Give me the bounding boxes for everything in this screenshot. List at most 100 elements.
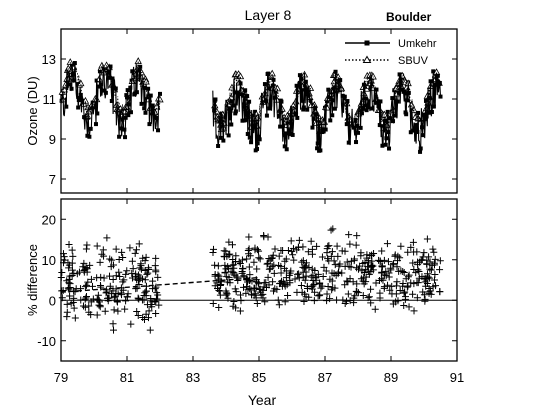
umkehr-point [229, 99, 234, 104]
difference-point [152, 254, 160, 262]
difference-point [338, 269, 346, 277]
difference-point [323, 290, 331, 298]
difference-point [269, 251, 277, 259]
difference-point [60, 253, 68, 261]
difference-point [314, 292, 322, 300]
difference-point [106, 255, 114, 263]
difference-point [400, 301, 408, 309]
difference-point [312, 274, 320, 282]
sbuv-line-1 [212, 71, 441, 133]
umkehr-point [323, 127, 328, 132]
difference-point [232, 288, 240, 296]
difference-point [118, 291, 126, 299]
difference-point [82, 292, 90, 300]
difference-point [284, 246, 292, 254]
difference-point [324, 282, 332, 290]
difference-point [276, 280, 284, 288]
ozone-series-layer [58, 57, 443, 154]
difference-point [142, 292, 150, 300]
difference-point [318, 253, 326, 261]
difference-point [410, 280, 418, 288]
x-tick-label: 89 [384, 370, 398, 385]
difference-point [260, 233, 268, 241]
difference-point [273, 285, 281, 293]
difference-point [65, 279, 73, 287]
difference-point [367, 268, 375, 276]
difference-point [81, 283, 89, 291]
difference-point [419, 253, 427, 261]
difference-point [410, 307, 418, 315]
ozone-y-axis-label: Ozone (DU) [25, 76, 40, 145]
difference-point [221, 269, 229, 277]
difference-point [216, 291, 224, 299]
x-tick-label: 79 [54, 370, 68, 385]
difference-point [281, 298, 289, 306]
difference-point [149, 277, 157, 285]
difference-point [132, 246, 140, 254]
difference-point [58, 294, 66, 302]
difference-point [82, 245, 90, 253]
difference-point [253, 246, 261, 254]
difference-point [385, 273, 393, 281]
difference-point [400, 269, 408, 277]
ozone-y-tick-label: 7 [49, 172, 56, 187]
umkehr-point [295, 115, 300, 120]
difference-point [320, 263, 328, 271]
difference-point [294, 243, 302, 251]
difference-point [347, 263, 355, 271]
difference-point [396, 287, 404, 295]
difference-point [224, 294, 232, 302]
difference-point [324, 255, 332, 263]
difference-point [339, 296, 347, 304]
difference-point [248, 291, 256, 299]
difference-point [329, 225, 337, 233]
difference-point [252, 290, 260, 298]
difference-point [88, 282, 96, 290]
difference-point [59, 250, 67, 258]
difference-point [87, 298, 95, 306]
umkehr-point [333, 69, 338, 74]
difference-point [81, 303, 89, 311]
difference-point [352, 241, 360, 249]
difference-point [122, 297, 130, 305]
difference-point [409, 238, 417, 246]
difference-point [310, 297, 318, 305]
umkehr-point [385, 109, 390, 114]
difference-point [390, 260, 398, 268]
umkehr-point [354, 140, 359, 145]
difference-point [279, 247, 287, 255]
difference-point [82, 281, 90, 289]
difference-point [238, 256, 246, 264]
difference-point [215, 303, 223, 311]
difference-point [152, 309, 160, 317]
difference-point [277, 269, 285, 277]
difference-point [141, 267, 149, 275]
difference-point [65, 241, 73, 249]
difference-point [370, 250, 378, 258]
difference-point [405, 303, 413, 311]
x-tick-label: 85 [252, 370, 266, 385]
difference-point [405, 271, 413, 279]
station-label: Boulder [386, 10, 432, 24]
difference-point [325, 242, 333, 250]
difference-point [262, 283, 270, 291]
difference-point [110, 306, 118, 314]
difference-point [414, 266, 422, 274]
difference-point [378, 262, 386, 270]
difference-point [250, 258, 258, 266]
difference-point [252, 294, 260, 302]
difference-point [388, 282, 396, 290]
difference-point [353, 264, 361, 272]
difference-point [431, 271, 439, 279]
umkehr-point [226, 133, 231, 138]
difference-point [264, 273, 272, 281]
difference-point [71, 314, 79, 322]
difference-point [354, 265, 362, 273]
difference-point [250, 284, 258, 292]
difference-point [154, 291, 162, 299]
difference-point [404, 282, 412, 290]
difference-point [420, 291, 428, 299]
difference-point [345, 231, 353, 239]
difference-point [270, 261, 278, 269]
difference-point [290, 256, 298, 264]
